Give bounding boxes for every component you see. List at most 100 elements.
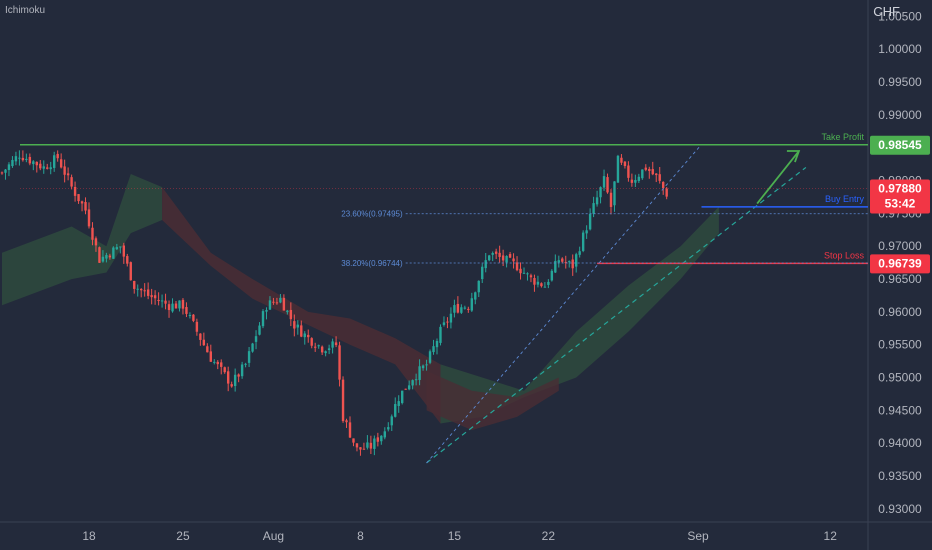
candle-body [63, 166, 66, 175]
candle-body [251, 343, 254, 352]
candle-body [623, 161, 627, 166]
x-tick-label: 8 [357, 529, 364, 543]
candle-body [4, 169, 7, 173]
y-tick-label: 0.93000 [878, 502, 922, 516]
candle-body [627, 165, 630, 178]
stop-loss-label: Stop Loss [824, 250, 865, 260]
candle-body [244, 363, 247, 365]
candle-body [227, 371, 230, 384]
candle-body [53, 155, 56, 168]
candle-body [540, 283, 543, 287]
stop-loss-badge [870, 254, 930, 274]
candle-body [101, 256, 105, 262]
candle-body [254, 336, 258, 342]
candle-body [94, 238, 98, 246]
candle-body [199, 333, 202, 340]
candle-body [282, 297, 286, 311]
candle-body [174, 303, 178, 309]
candle-body [446, 321, 449, 323]
candle-body [477, 280, 480, 293]
candle-body [439, 326, 442, 343]
candle-body [247, 351, 251, 363]
y-tick-label: 0.94000 [878, 436, 922, 450]
candle-body [414, 379, 418, 381]
candle-body [188, 314, 192, 316]
take-profit-badge-text: 0.98545 [878, 138, 922, 152]
y-tick-label: 0.95000 [878, 371, 922, 385]
candle-body [279, 297, 282, 303]
candle-body [28, 156, 32, 164]
candle-body [366, 442, 369, 448]
candle-body [345, 420, 348, 423]
ichimoku-cloud [162, 187, 441, 424]
candle-body [456, 303, 460, 313]
x-tick-label: 22 [542, 529, 556, 543]
candle-body [21, 157, 25, 161]
candle-body [655, 173, 658, 176]
candle-body [105, 255, 108, 259]
candle-body [595, 197, 599, 205]
candle-body [578, 251, 581, 255]
candle-body [213, 361, 216, 363]
candle-body [209, 351, 212, 362]
candle-body [425, 364, 428, 366]
candle-body [526, 273, 529, 275]
current-price-badge-text: 53:42 [885, 196, 916, 210]
candle-body [115, 247, 119, 250]
candle-body [240, 364, 244, 377]
candle-body [18, 157, 21, 159]
candle-body [42, 166, 45, 169]
candle-body [449, 313, 453, 323]
candle-body [293, 321, 296, 329]
candle-body [289, 309, 293, 320]
candle-body [160, 300, 164, 302]
candle-body [84, 202, 87, 211]
candle-body [648, 168, 651, 171]
x-tick-label: Sep [687, 529, 709, 543]
candle-body [467, 308, 470, 310]
take-profit-badge [870, 135, 930, 155]
candle-body [561, 258, 564, 262]
candle-body [641, 169, 644, 179]
candle-body [665, 188, 668, 197]
y-tick-label: 0.95500 [878, 338, 922, 352]
candle-body [362, 448, 366, 450]
candle-body [421, 365, 425, 369]
candle-body [460, 307, 463, 313]
ichimoku-cloud [426, 371, 559, 431]
candle-body [383, 431, 386, 438]
candle-body [348, 422, 352, 438]
candle-body [185, 307, 188, 314]
candle-body [630, 179, 634, 183]
candle-body [286, 310, 289, 313]
candle-body [32, 161, 35, 165]
candle-body [46, 167, 49, 169]
candle-body [644, 167, 647, 170]
candle-body [220, 362, 223, 367]
candle-body [488, 255, 491, 261]
candle-body [272, 301, 275, 303]
y-tick-label: 1.00000 [878, 42, 922, 56]
candle-body [373, 438, 376, 449]
candle-body [195, 321, 199, 332]
candle-body [519, 268, 522, 274]
currency-label: CHF [873, 4, 900, 19]
indicator-label[interactable]: Ichimoku [5, 5, 46, 16]
candle-body [498, 252, 501, 257]
candle-body [258, 325, 261, 335]
candle-body [658, 174, 661, 181]
candle-body [153, 295, 157, 299]
candle-body [146, 289, 150, 296]
y-tick-label: 0.99500 [878, 75, 922, 89]
candle-body [637, 176, 641, 182]
candle-body [557, 260, 560, 263]
candle-body [651, 169, 654, 175]
candle-body [352, 438, 355, 443]
candle-body [491, 252, 494, 255]
candle-body [404, 388, 407, 390]
candle-body [463, 307, 467, 309]
y-tick-label: 0.96500 [878, 272, 922, 286]
candle-body [401, 390, 404, 404]
candle-body [484, 260, 487, 269]
